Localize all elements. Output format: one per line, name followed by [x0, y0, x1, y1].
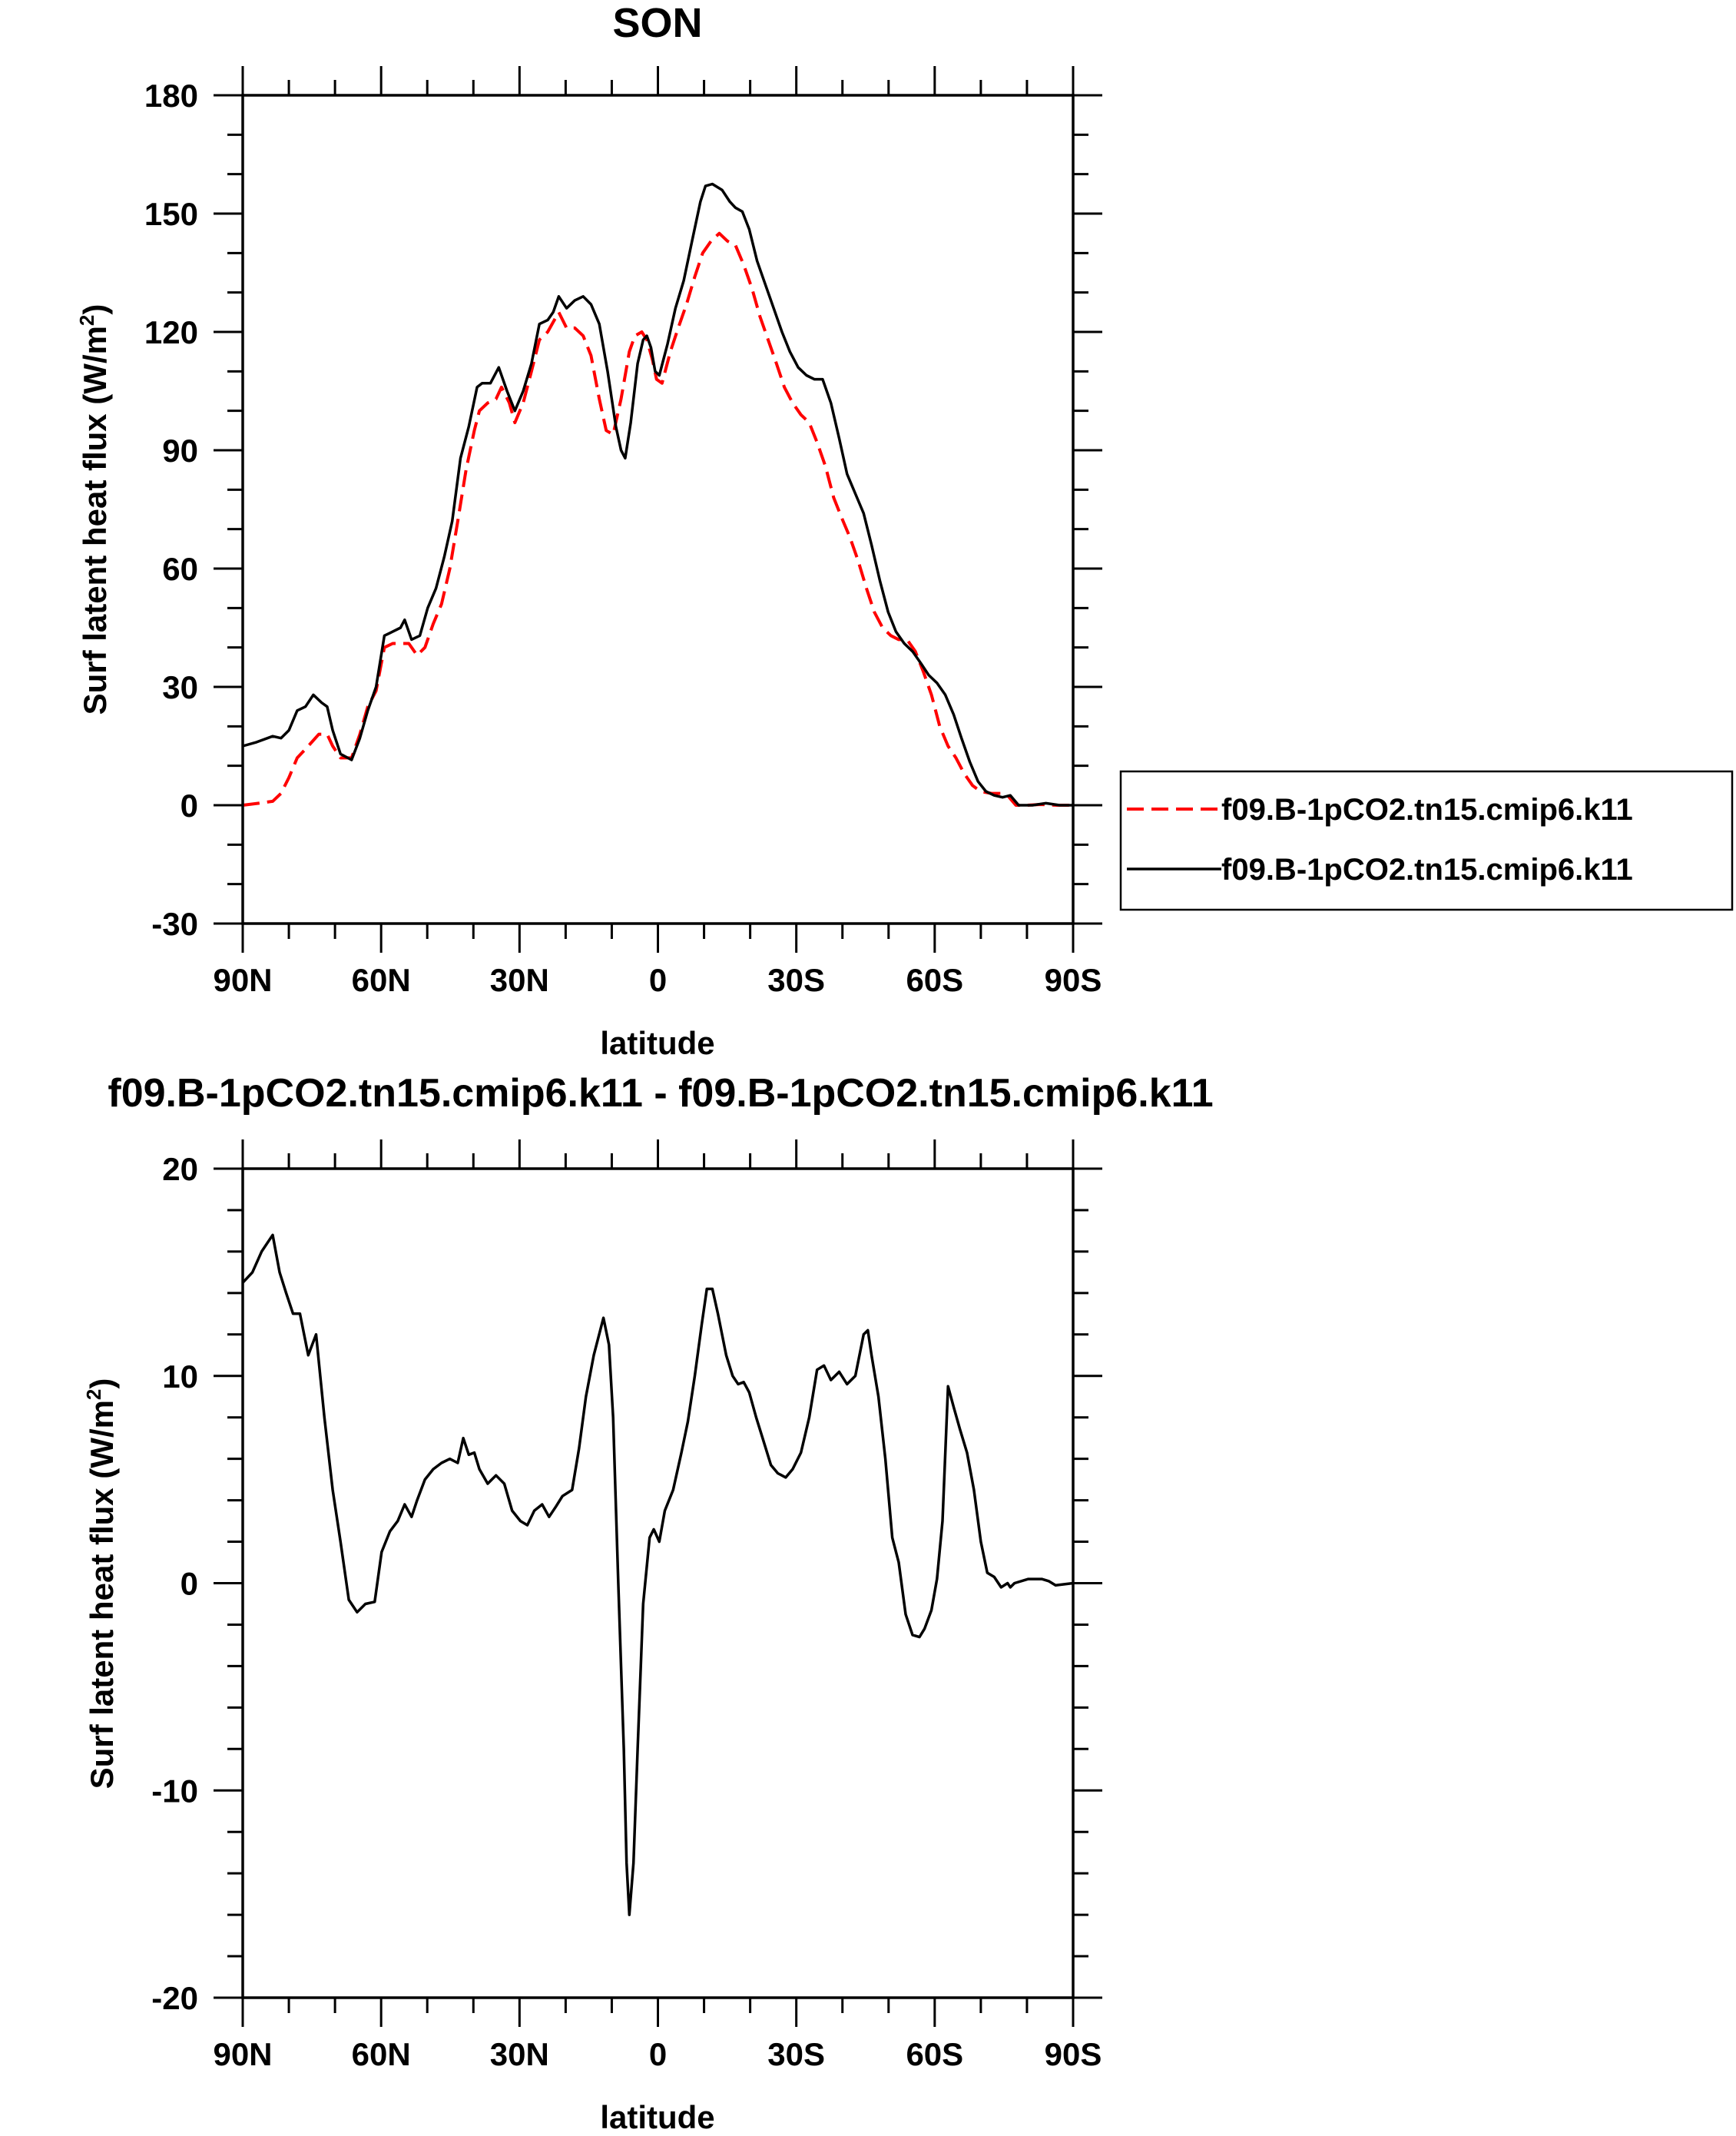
- ylabel-sup: 2: [75, 315, 98, 326]
- y-tick-label: -30: [151, 906, 198, 942]
- ylabel-end: ): [84, 1378, 120, 1389]
- y-tick-label: 20: [162, 1151, 198, 1187]
- x-tick-label: 30S: [767, 962, 825, 998]
- top-chart-ylabel: Surf latent heat flux (W/m2): [75, 304, 113, 715]
- y-tick-label: -20: [151, 1980, 198, 2016]
- y-tick-label: 60: [162, 551, 198, 587]
- y-tick-label: 0: [181, 1566, 198, 1602]
- x-tick-label: 60S: [906, 962, 963, 998]
- x-tick-label: 30N: [490, 962, 549, 998]
- x-tick-label: 60S: [906, 2036, 963, 2072]
- ylabel-end: ): [77, 304, 113, 315]
- y-tick-label: 150: [144, 196, 198, 232]
- legend-label-2: f09.B-1pCO2.tn15.cmip6.k11: [1221, 853, 1633, 887]
- bottom-chart-ylabel: Surf latent heat flux (W/m2): [82, 1378, 120, 1789]
- legend-label-1: f09.B-1pCO2.tn15.cmip6.k11: [1221, 793, 1633, 827]
- bottom-chart-title: f09.B-1pCO2.tn15.cmip6.k11 - f09.B-1pCO2…: [108, 1071, 1213, 1116]
- top-chart: SON latitude Surf latent heat flux (W/m2…: [75, 0, 1102, 1061]
- y-tick-label: 30: [162, 669, 198, 705]
- plot-frame: [241, 1167, 1075, 1999]
- plot-frame: [241, 94, 1075, 925]
- legend-box: [1119, 770, 1734, 911]
- x-tick-label: 90N: [213, 962, 272, 998]
- x-tick-label: 90S: [1045, 962, 1102, 998]
- x-tick-label: 30S: [767, 2036, 825, 2072]
- series-line-0: [241, 1233, 1074, 1916]
- ylabel-sup: 2: [82, 1389, 105, 1400]
- series-line-1: [242, 182, 1073, 807]
- ylabel-text: Surf latent heat flux (W/m: [77, 326, 113, 715]
- y-tick-label: 0: [181, 788, 198, 824]
- top-chart-xlabel: latitude: [600, 1025, 714, 1061]
- series-line-0: [242, 231, 1073, 807]
- x-tick-label: 0: [649, 2036, 667, 2072]
- y-tick-label: -10: [151, 1773, 198, 1809]
- bottom-chart-xlabel: latitude: [600, 2099, 714, 2135]
- legend: f09.B-1pCO2.tn15.cmip6.k11 f09.B-1pCO2.t…: [1119, 770, 1734, 911]
- ylabel-text: Surf latent heat flux (W/m: [84, 1400, 120, 1789]
- x-tick-label: 30N: [490, 2036, 549, 2072]
- bottom-chart: f09.B-1pCO2.tn15.cmip6.k11 - f09.B-1pCO2…: [82, 1071, 1214, 2135]
- y-tick-label: 180: [144, 78, 198, 114]
- y-tick-label: 120: [144, 314, 198, 350]
- x-tick-label: 60N: [352, 962, 411, 998]
- x-tick-label: 90S: [1045, 2036, 1102, 2072]
- x-tick-label: 60N: [352, 2036, 411, 2072]
- x-tick-label: 0: [649, 962, 667, 998]
- y-tick-label: 90: [162, 433, 198, 469]
- y-tick-label: 10: [162, 1358, 198, 1395]
- top-chart-title: SON: [612, 0, 702, 46]
- x-tick-label: 90N: [213, 2036, 272, 2072]
